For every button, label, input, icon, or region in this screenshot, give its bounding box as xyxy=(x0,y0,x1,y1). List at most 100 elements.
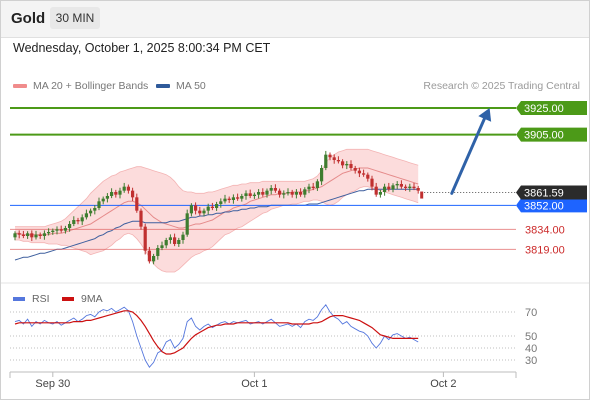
candle xyxy=(189,203,193,217)
candle-body xyxy=(55,229,59,231)
candle-body xyxy=(215,204,219,208)
candle xyxy=(101,196,105,205)
candle xyxy=(383,183,387,196)
candle xyxy=(240,193,244,202)
rsi-legend-label-9MA: 9MA xyxy=(81,293,103,305)
candle xyxy=(164,237,168,249)
candle-body xyxy=(147,250,151,262)
candle xyxy=(294,189,298,199)
candle xyxy=(118,187,122,199)
candle xyxy=(59,225,63,233)
candle-body xyxy=(404,186,408,188)
candle-body xyxy=(278,190,282,195)
candle xyxy=(68,221,72,232)
candle-body xyxy=(189,205,193,214)
candle-body xyxy=(294,192,298,195)
level-label-3852.00: 3852.00 xyxy=(524,200,564,212)
candle-body xyxy=(135,197,139,211)
candle xyxy=(198,206,202,216)
candle xyxy=(206,203,210,215)
candle-body xyxy=(265,190,269,195)
candle xyxy=(341,159,345,169)
candle-body xyxy=(227,198,231,200)
candle xyxy=(147,246,151,264)
candlesticks xyxy=(13,150,420,265)
candle-body xyxy=(395,184,399,186)
candle-body xyxy=(17,233,21,235)
candle-body xyxy=(252,194,256,196)
candle xyxy=(219,198,223,208)
candle xyxy=(282,190,286,199)
rsi-tick-40: 40 xyxy=(525,343,537,355)
candle-body xyxy=(257,192,261,195)
level-label-3834.00: 3834.00 xyxy=(525,224,565,236)
candle-body xyxy=(341,161,345,166)
candle-body xyxy=(399,184,403,187)
candle xyxy=(353,165,357,174)
rsi-tick-50: 50 xyxy=(525,331,537,343)
candle xyxy=(307,183,311,194)
candle xyxy=(80,214,84,226)
candle xyxy=(227,196,231,203)
candle xyxy=(72,216,76,227)
candle xyxy=(366,172,370,182)
candle xyxy=(324,150,328,171)
candle-body xyxy=(416,188,420,191)
level-label-3819.00: 3819.00 xyxy=(525,244,565,256)
candle xyxy=(21,230,25,239)
candle xyxy=(181,231,185,244)
current-price-label: 3861.59 xyxy=(524,188,564,200)
candle xyxy=(202,208,206,217)
candle xyxy=(370,175,374,191)
candle xyxy=(374,182,378,197)
candle-body xyxy=(118,190,122,195)
candle-body xyxy=(59,229,63,231)
candle-body xyxy=(412,186,416,188)
forecast-arrow-head xyxy=(478,108,492,122)
header-bar: Gold 30 MIN xyxy=(0,0,590,38)
level-tag-3905.00 xyxy=(516,127,587,142)
candle-body xyxy=(231,197,235,200)
candle-body xyxy=(160,245,164,248)
candle xyxy=(76,217,80,225)
candle-body xyxy=(198,210,202,214)
candle-body xyxy=(210,206,214,208)
candle-body xyxy=(307,186,311,190)
candle-body xyxy=(76,220,80,222)
candle-body xyxy=(374,186,378,195)
time-tick-label: Oct 1 xyxy=(241,378,267,390)
candle-body xyxy=(336,160,340,162)
candle xyxy=(391,183,395,193)
candle xyxy=(248,189,252,199)
level-label-3905.00: 3905.00 xyxy=(524,130,564,142)
level-tag-3925.00 xyxy=(516,101,587,115)
candle-body xyxy=(219,201,223,204)
candle-body xyxy=(408,186,412,188)
rsi-legend: RSI 9MA xyxy=(13,293,103,305)
candle xyxy=(320,165,324,186)
candle-body xyxy=(139,210,143,227)
candle-body xyxy=(353,168,357,171)
candle xyxy=(215,201,219,211)
candle xyxy=(299,188,303,197)
candle-body xyxy=(122,186,126,191)
candle-body xyxy=(282,193,286,195)
candle-body xyxy=(185,213,189,235)
timeframe-button[interactable]: 30 MIN xyxy=(50,7,100,29)
candle xyxy=(84,209,88,220)
candle-body xyxy=(261,192,265,195)
candle-body xyxy=(357,170,361,174)
legend-ma50-label: MA 50 xyxy=(176,80,206,92)
legend-ma20-swatch xyxy=(13,84,27,88)
candle-body xyxy=(105,196,109,199)
rsi-legend-label-RSI: RSI xyxy=(32,293,50,305)
candle xyxy=(114,189,118,198)
candle xyxy=(416,185,420,194)
candle-body xyxy=(286,192,290,194)
candle xyxy=(269,185,273,195)
candle xyxy=(135,193,139,213)
candle xyxy=(223,194,227,204)
candle-body xyxy=(131,190,135,198)
candle xyxy=(93,205,97,215)
